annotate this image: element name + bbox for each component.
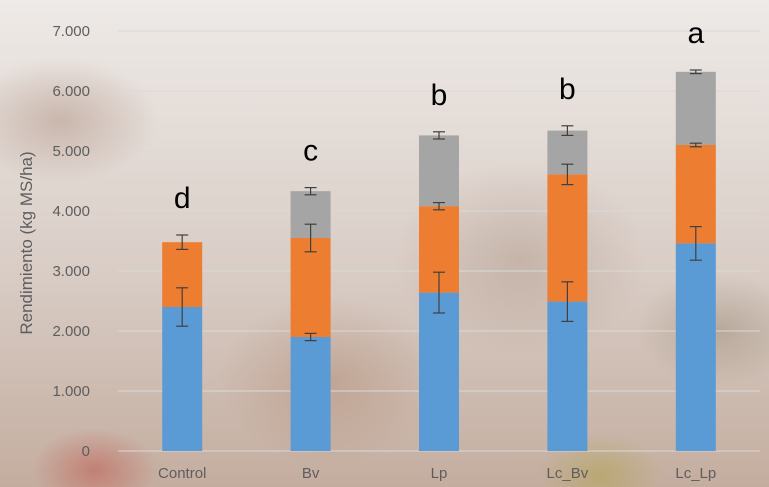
y-tick-label: 2.000 (52, 323, 90, 340)
y-tick-label: 4.000 (52, 203, 90, 220)
significance-letter: b (559, 73, 576, 106)
significance-letter: c (303, 135, 318, 168)
bar-segment (290, 337, 331, 451)
x-tick-label: Control (158, 465, 206, 482)
bars (162, 71, 716, 451)
y-tick-label: 1.000 (52, 383, 90, 400)
y-tick-label: 3.000 (52, 263, 90, 280)
bar-segment (290, 238, 331, 337)
bar-segment (419, 292, 459, 451)
y-tick-label: 7.000 (52, 23, 90, 40)
y-axis-title: Rendimiento (kg MS/ha) (17, 151, 36, 334)
x-tick-label: Lc_Bv (547, 465, 589, 482)
significance-letter: d (174, 182, 191, 215)
x-tick-label: Bv (302, 465, 320, 482)
bar-segment (675, 71, 716, 145)
bar-segment (675, 243, 716, 451)
significance-letter: a (687, 17, 704, 50)
x-tick-label: Lp (431, 465, 448, 482)
error-bars (176, 69, 702, 342)
bar-segment (547, 301, 588, 451)
x-tick-label: Lc_Lp (675, 465, 716, 482)
y-tick-label: 0 (82, 443, 90, 460)
significance-letter: b (431, 79, 448, 112)
bar-segment (162, 307, 203, 451)
y-tick-label: 6.000 (52, 83, 90, 100)
bar-segment (419, 135, 459, 207)
labels: 0 1.000 2.000 3.000 4.000 5.000 6.000 7.000 Cont… (52, 17, 716, 482)
y-tick-label: 5.000 (52, 143, 90, 160)
bar-segment (547, 174, 588, 302)
